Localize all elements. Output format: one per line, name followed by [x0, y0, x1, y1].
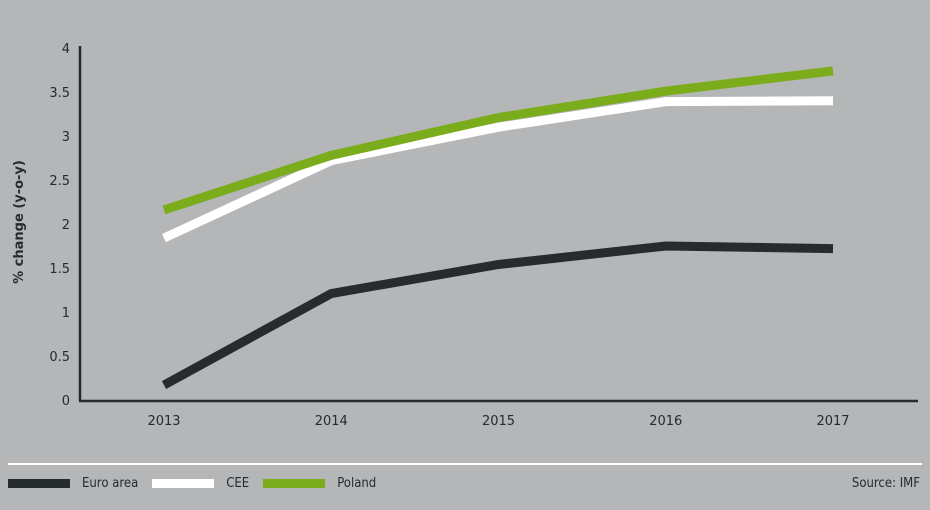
legend-label: Euro area	[82, 476, 139, 491]
series-line-poland	[162, 66, 834, 215]
y-tick-label: 4	[62, 42, 70, 57]
legend-swatch	[152, 479, 215, 488]
source-note: Source: IMF	[851, 476, 920, 491]
x-tick-label: 2016	[649, 414, 682, 429]
y-tick-label: 0.5	[49, 350, 70, 365]
x-tick-label: 2015	[482, 414, 515, 429]
y-tick-label: 1	[62, 306, 70, 321]
legend-item: Euro area	[8, 476, 138, 491]
legend-separator	[8, 463, 922, 465]
y-tick-label: 2	[62, 218, 70, 233]
series-line-euro-area	[161, 241, 834, 389]
y-axis-label: % change (y-o-y)	[12, 160, 27, 284]
x-tick-label: 2017	[816, 414, 849, 429]
legend-item: Poland	[263, 476, 376, 491]
x-tick-label: 2013	[147, 414, 180, 429]
y-tick-label: 3	[62, 130, 70, 145]
legend-swatch	[263, 479, 326, 488]
legend-label: Poland	[337, 476, 377, 491]
series-line-cee	[162, 96, 834, 243]
y-tick-label: 1.5	[49, 262, 70, 277]
legend-swatch	[8, 479, 70, 488]
legend-item: CEE	[152, 476, 249, 491]
y-tick-label: 2.5	[49, 174, 70, 189]
y-tick-label: 3.5	[49, 86, 70, 101]
y-tick-label: 0	[62, 394, 70, 409]
line-chart: 0 0.5 1 1.5 2 2.5 3 3.5 4 2013 2014 2015 2016 2017 %…	[12, 42, 918, 429]
legend: Euro area CEE Poland	[8, 476, 390, 491]
x-tick-label: 2014	[315, 414, 348, 429]
legend-label: CEE	[226, 476, 250, 491]
